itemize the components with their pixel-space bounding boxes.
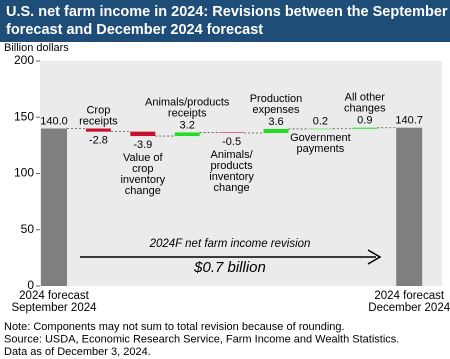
category-label: expenses bbox=[252, 104, 300, 116]
value-label: 3.2 bbox=[180, 119, 195, 131]
category-label: inventory bbox=[209, 171, 254, 183]
category-label: Animals/products bbox=[145, 96, 230, 108]
bar bbox=[352, 127, 378, 129]
y-axis-label: Billion dollars bbox=[4, 42, 69, 54]
x-tick-label: September 2024 bbox=[11, 302, 97, 314]
footnote: Source: USDA, Economic Research Service,… bbox=[4, 333, 399, 345]
category-label: Government bbox=[290, 132, 351, 144]
x-tick-label: 2024 forecast bbox=[19, 290, 89, 302]
y-tick-label: 150 bbox=[14, 109, 34, 123]
value-label: 0.2 bbox=[313, 116, 328, 128]
bar bbox=[219, 132, 245, 133]
footnote: Data as of December 3, 2024. bbox=[4, 346, 151, 358]
category-label: receipts bbox=[79, 115, 118, 127]
chart-title: forecast and December 2024 forecast bbox=[6, 22, 263, 38]
bar bbox=[41, 128, 67, 286]
arrow-head bbox=[367, 249, 382, 265]
category-label: changes bbox=[344, 103, 386, 115]
bar bbox=[263, 128, 289, 133]
title-bar bbox=[0, 0, 450, 42]
y-tick-label: 50 bbox=[21, 222, 35, 236]
value-label: 140.0 bbox=[40, 115, 68, 127]
value-label: 0.9 bbox=[357, 115, 372, 127]
value-label: -0.5 bbox=[222, 136, 241, 148]
x-tick-label: 2024 forecast bbox=[374, 290, 444, 302]
bar bbox=[130, 131, 156, 137]
plot-area bbox=[40, 61, 442, 286]
y-tick-label: 200 bbox=[14, 53, 34, 67]
category-label: crop bbox=[132, 163, 153, 175]
bar bbox=[85, 128, 111, 132]
value-label: -3.9 bbox=[133, 139, 152, 151]
category-label: Animals/ bbox=[211, 149, 254, 161]
y-tick-label: 0 bbox=[27, 278, 34, 292]
y-tick-label: 100 bbox=[14, 166, 34, 180]
category-label: receipts bbox=[168, 107, 207, 119]
category-label: All other bbox=[345, 92, 386, 104]
bar bbox=[174, 132, 200, 137]
category-label: payments bbox=[297, 143, 345, 155]
value-label: 3.6 bbox=[268, 116, 283, 128]
footnote: Note: Components may not sum to total re… bbox=[4, 321, 345, 333]
category-label: change bbox=[125, 185, 161, 197]
chart-title: U.S. net farm income in 2024: Revisions … bbox=[6, 4, 450, 20]
annotation: 2024F net farm income revision bbox=[149, 238, 311, 250]
bar bbox=[307, 128, 333, 130]
category-label: Value of bbox=[123, 152, 163, 164]
bar bbox=[396, 127, 423, 287]
category-label: Crop bbox=[86, 104, 110, 116]
category-label: Production bbox=[250, 93, 303, 105]
category-label: inventory bbox=[120, 174, 165, 186]
category-label: change bbox=[214, 182, 250, 194]
x-tick-label: December 2024 bbox=[368, 302, 450, 314]
value-label: 140.7 bbox=[395, 115, 423, 127]
category-label: products bbox=[210, 160, 253, 172]
annotation: $0.7 billion bbox=[193, 259, 266, 276]
value-label: -2.8 bbox=[89, 135, 108, 147]
